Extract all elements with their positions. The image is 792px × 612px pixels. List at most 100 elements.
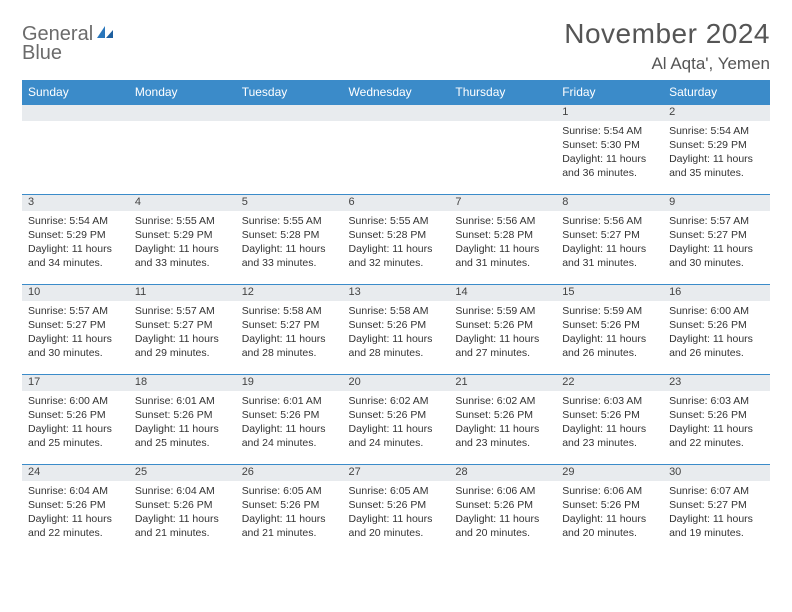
daylight-line: Daylight: 11 hours and 23 minutes.	[455, 422, 550, 450]
day-cell: Sunrise: 6:00 AMSunset: 5:26 PMDaylight:…	[663, 301, 770, 375]
daylight-line: Daylight: 11 hours and 25 minutes.	[28, 422, 123, 450]
calendar-page: General Blue November 2024 Al Aqta', Yem…	[0, 0, 792, 612]
day-number-cell: 2	[663, 105, 770, 121]
day-cell: Sunrise: 5:58 AMSunset: 5:27 PMDaylight:…	[236, 301, 343, 375]
weekday-header: Sunday	[22, 80, 129, 105]
day-number-cell: 4	[129, 195, 236, 211]
sunrise-line: Sunrise: 5:55 AM	[349, 214, 444, 228]
sunrise-line: Sunrise: 6:06 AM	[455, 484, 550, 498]
day-cell: Sunrise: 5:57 AMSunset: 5:27 PMDaylight:…	[22, 301, 129, 375]
calendar-table: Sunday Monday Tuesday Wednesday Thursday…	[22, 80, 770, 555]
sunset-line: Sunset: 5:29 PM	[135, 228, 230, 242]
day-number-cell: 10	[22, 285, 129, 301]
sunset-line: Sunset: 5:27 PM	[28, 318, 123, 332]
daynum-row: 12	[22, 105, 770, 121]
sunrise-line: Sunrise: 6:05 AM	[349, 484, 444, 498]
day-cell: Sunrise: 5:54 AMSunset: 5:29 PMDaylight:…	[22, 211, 129, 285]
day-content-row: Sunrise: 5:57 AMSunset: 5:27 PMDaylight:…	[22, 301, 770, 375]
sunset-line: Sunset: 5:26 PM	[669, 318, 764, 332]
day-cell: Sunrise: 5:58 AMSunset: 5:26 PMDaylight:…	[343, 301, 450, 375]
sunrise-line: Sunrise: 6:03 AM	[562, 394, 657, 408]
day-number-cell: 1	[556, 105, 663, 121]
weekday-header: Thursday	[449, 80, 556, 105]
day-number-cell: 13	[343, 285, 450, 301]
day-number-cell: 21	[449, 375, 556, 391]
sunset-line: Sunset: 5:26 PM	[242, 498, 337, 512]
weekday-header: Monday	[129, 80, 236, 105]
sunrise-line: Sunrise: 6:05 AM	[242, 484, 337, 498]
day-number-cell	[22, 105, 129, 121]
day-cell: Sunrise: 6:06 AMSunset: 5:26 PMDaylight:…	[449, 481, 556, 555]
day-cell: Sunrise: 6:01 AMSunset: 5:26 PMDaylight:…	[236, 391, 343, 465]
day-cell: Sunrise: 6:06 AMSunset: 5:26 PMDaylight:…	[556, 481, 663, 555]
day-cell: Sunrise: 6:07 AMSunset: 5:27 PMDaylight:…	[663, 481, 770, 555]
daylight-line: Daylight: 11 hours and 36 minutes.	[562, 152, 657, 180]
sunset-line: Sunset: 5:27 PM	[135, 318, 230, 332]
sunrise-line: Sunrise: 5:55 AM	[242, 214, 337, 228]
day-number-cell: 19	[236, 375, 343, 391]
daylight-line: Daylight: 11 hours and 30 minutes.	[669, 242, 764, 270]
sunrise-line: Sunrise: 6:03 AM	[669, 394, 764, 408]
day-cell: Sunrise: 5:56 AMSunset: 5:27 PMDaylight:…	[556, 211, 663, 285]
day-content-row: Sunrise: 5:54 AMSunset: 5:29 PMDaylight:…	[22, 211, 770, 285]
daylight-line: Daylight: 11 hours and 20 minutes.	[349, 512, 444, 540]
daynum-row: 24252627282930	[22, 465, 770, 481]
sunset-line: Sunset: 5:30 PM	[562, 138, 657, 152]
sunrise-line: Sunrise: 6:07 AM	[669, 484, 764, 498]
sunrise-line: Sunrise: 5:57 AM	[669, 214, 764, 228]
sunrise-line: Sunrise: 6:02 AM	[455, 394, 550, 408]
day-number-cell	[343, 105, 450, 121]
daylight-line: Daylight: 11 hours and 27 minutes.	[455, 332, 550, 360]
daylight-line: Daylight: 11 hours and 29 minutes.	[135, 332, 230, 360]
day-number-cell: 11	[129, 285, 236, 301]
day-number-cell: 28	[449, 465, 556, 481]
daylight-line: Daylight: 11 hours and 20 minutes.	[455, 512, 550, 540]
day-number-cell: 6	[343, 195, 450, 211]
sunset-line: Sunset: 5:26 PM	[349, 408, 444, 422]
month-title: November 2024	[564, 18, 770, 50]
sunset-line: Sunset: 5:27 PM	[242, 318, 337, 332]
day-cell: Sunrise: 6:03 AMSunset: 5:26 PMDaylight:…	[663, 391, 770, 465]
day-number-cell: 7	[449, 195, 556, 211]
daylight-line: Daylight: 11 hours and 31 minutes.	[455, 242, 550, 270]
day-number-cell: 20	[343, 375, 450, 391]
daylight-line: Daylight: 11 hours and 22 minutes.	[28, 512, 123, 540]
header: General Blue November 2024 Al Aqta', Yem…	[22, 18, 770, 74]
day-content-row: Sunrise: 6:00 AMSunset: 5:26 PMDaylight:…	[22, 391, 770, 465]
day-cell: Sunrise: 5:59 AMSunset: 5:26 PMDaylight:…	[449, 301, 556, 375]
sunset-line: Sunset: 5:28 PM	[455, 228, 550, 242]
sunset-line: Sunset: 5:26 PM	[562, 318, 657, 332]
sunrise-line: Sunrise: 6:06 AM	[562, 484, 657, 498]
sunset-line: Sunset: 5:27 PM	[669, 228, 764, 242]
day-content-row: Sunrise: 5:54 AMSunset: 5:30 PMDaylight:…	[22, 121, 770, 195]
day-number-cell: 29	[556, 465, 663, 481]
day-number-cell: 12	[236, 285, 343, 301]
sunrise-line: Sunrise: 5:56 AM	[562, 214, 657, 228]
day-number-cell: 9	[663, 195, 770, 211]
day-cell: Sunrise: 6:04 AMSunset: 5:26 PMDaylight:…	[129, 481, 236, 555]
logo-text-block: General Blue	[22, 24, 115, 63]
sunrise-line: Sunrise: 5:54 AM	[562, 124, 657, 138]
sail-icon	[95, 24, 115, 44]
day-cell	[236, 121, 343, 195]
daylight-line: Daylight: 11 hours and 28 minutes.	[349, 332, 444, 360]
weekday-header: Friday	[556, 80, 663, 105]
day-number-cell: 5	[236, 195, 343, 211]
day-number-cell: 26	[236, 465, 343, 481]
day-content-row: Sunrise: 6:04 AMSunset: 5:26 PMDaylight:…	[22, 481, 770, 555]
sunset-line: Sunset: 5:29 PM	[28, 228, 123, 242]
day-number-cell: 16	[663, 285, 770, 301]
day-cell: Sunrise: 6:01 AMSunset: 5:26 PMDaylight:…	[129, 391, 236, 465]
sunrise-line: Sunrise: 5:54 AM	[669, 124, 764, 138]
sunrise-line: Sunrise: 6:04 AM	[135, 484, 230, 498]
sunset-line: Sunset: 5:26 PM	[349, 498, 444, 512]
day-number-cell: 14	[449, 285, 556, 301]
day-cell: Sunrise: 5:54 AMSunset: 5:30 PMDaylight:…	[556, 121, 663, 195]
day-number-cell: 18	[129, 375, 236, 391]
day-cell	[129, 121, 236, 195]
day-cell: Sunrise: 5:57 AMSunset: 5:27 PMDaylight:…	[663, 211, 770, 285]
sunset-line: Sunset: 5:26 PM	[562, 408, 657, 422]
daylight-line: Daylight: 11 hours and 34 minutes.	[28, 242, 123, 270]
sunset-line: Sunset: 5:26 PM	[28, 408, 123, 422]
sunset-line: Sunset: 5:28 PM	[242, 228, 337, 242]
